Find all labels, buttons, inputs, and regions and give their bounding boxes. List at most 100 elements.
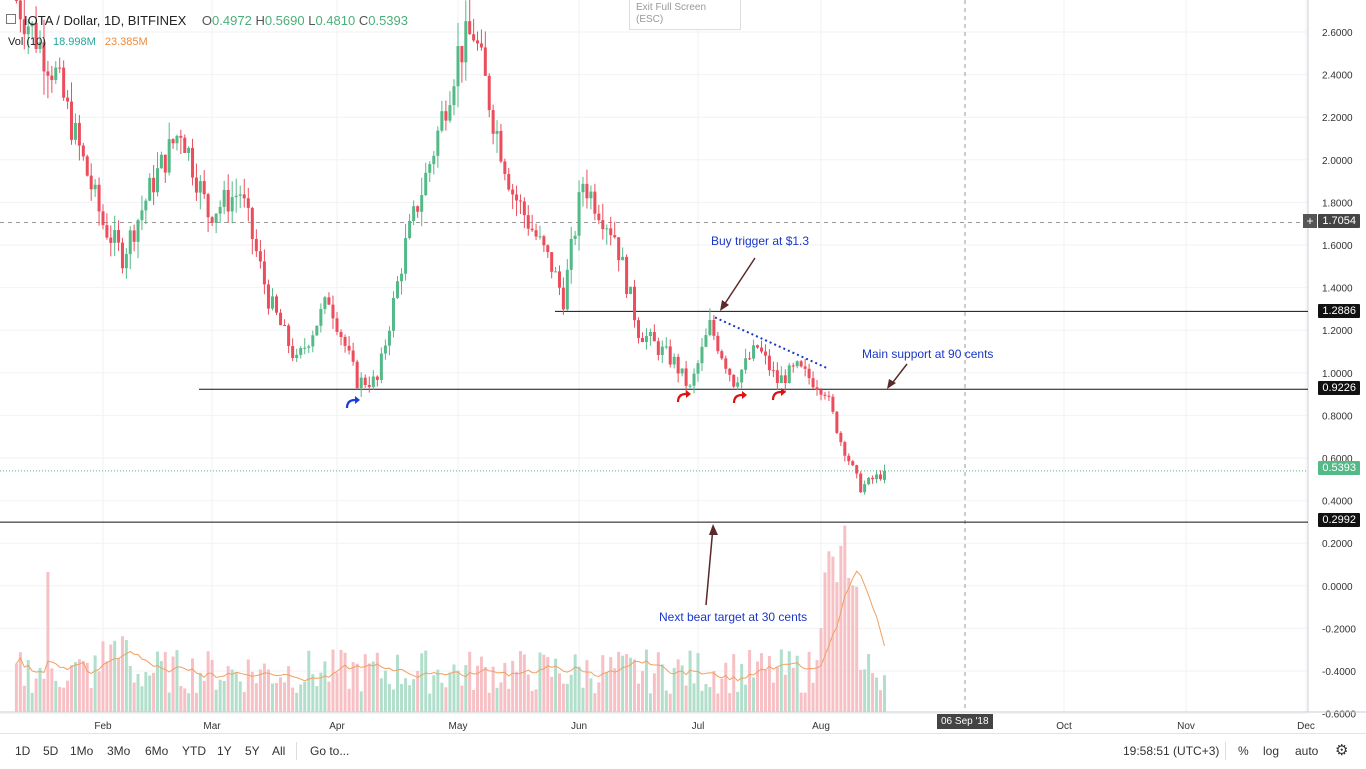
y-tick-label: -0.4000 [1322,667,1356,678]
candle-body [495,130,499,134]
candle-body [672,356,676,365]
volume-bar [34,678,38,712]
gear-icon[interactable]: ⚙ [1335,742,1349,759]
tf-5y[interactable]: 5Y [245,744,260,758]
volume-label[interactable]: Vol (10) [8,36,46,48]
pointer-arrow [771,390,782,401]
volume-bar [652,673,656,712]
percent-toggle[interactable]: % [1238,744,1249,758]
candle-body [379,353,383,380]
volume-bar [491,666,495,712]
goto-button[interactable]: Go to... [310,744,350,758]
volume-bar [339,649,343,712]
candle-body [120,242,124,269]
price-tag-1705: 1.7054 [1318,214,1360,228]
candle-body [460,46,464,63]
tf-3mo[interactable]: 3Mo [107,744,131,758]
volume-bar [577,666,581,712]
tf-1d[interactable]: 1D [15,744,31,758]
volume-bar [50,668,54,712]
log-toggle[interactable]: log [1263,744,1280,758]
candle-body [756,345,760,348]
candle-body [351,350,355,362]
candle-body [550,252,554,272]
volume-bar [148,675,152,712]
collapse-icon[interactable] [6,14,16,24]
tf-1y[interactable]: 1Y [217,744,232,758]
candle-body [214,213,218,223]
volume-bar [716,693,720,712]
tf-ytd[interactable]: YTD [182,744,206,758]
plus-icon[interactable]: + [1303,214,1317,228]
volume-bar [748,649,752,712]
candle-body [226,189,230,212]
x-tick-label: Apr [329,721,345,732]
x-tick-label: May [449,721,468,732]
volume-bar [676,659,680,712]
volume-bar [179,686,183,712]
volume-bar [847,577,851,712]
y-tick-label: 1.8000 [1322,198,1353,209]
volume-bar [319,672,323,712]
candle-body [511,189,515,195]
candle-body [468,21,472,35]
volume-bar [704,684,708,712]
candle-body [557,271,561,288]
tf-5d[interactable]: 5D [43,744,59,758]
volume-bar [420,653,424,712]
exit-fullscreen-button[interactable]: Exit Full Screen (ESC) [629,0,741,30]
tf-6mo[interactable]: 6Mo [145,744,169,758]
candle-body [432,155,436,165]
volume-bar [371,661,375,712]
volume-bar [266,669,270,712]
candle-body [73,122,77,140]
candle-body [408,220,412,239]
candle-body [491,110,495,134]
candle-body [250,207,254,240]
auto-toggle[interactable]: auto [1295,744,1319,758]
volume-bar [863,669,867,712]
volume-bar [803,692,807,712]
volume-bar [787,651,791,712]
volume-bar [202,680,206,712]
candle-body [383,345,387,354]
buy-trigger-arrow [721,257,756,309]
candle-body [688,385,692,387]
candle-body [839,432,843,443]
candle-body [270,296,274,309]
candle-body [101,211,105,226]
price-tag-0922: 0.9226 [1318,381,1360,395]
volume-bar [799,692,803,712]
volume-bar [359,691,363,712]
volume-bar [656,652,660,712]
tf-all[interactable]: All [272,744,286,758]
volume-bar [367,663,371,712]
volume-bar [391,689,395,712]
volume-bar [283,682,287,712]
volume-bar [400,683,404,712]
clock[interactable]: 19:58:51 (UTC+3) [1123,744,1220,758]
volume-bar [767,656,771,712]
volume-bar [226,666,230,712]
candle-body [609,228,613,236]
chart-canvas[interactable]: 2.6000 2.4000 2.2000 2.0000 1.8000 1.6000 1.40… [0,0,1366,733]
volume-bar [295,692,299,712]
y-tick-label: 2.4000 [1322,71,1353,82]
volume-bar [664,690,668,712]
volume-bar [759,653,763,712]
tf-1mo[interactable]: 1Mo [70,744,94,758]
candle-body [202,181,206,195]
candle-body [136,220,140,242]
volume-bar [538,652,542,712]
volume-bar [279,677,283,712]
volume-bar [335,672,339,712]
volume-bar [522,654,526,712]
volume-bar [140,686,144,712]
y-tick-label: 0.8000 [1322,411,1353,422]
candle-body [569,238,573,270]
volume-bar [30,692,34,712]
volume-bar [660,664,664,712]
symbol-title[interactable]: IOTA / Dollar, 1D, BITFINEX [24,13,187,28]
trendline-dotted [714,316,829,370]
candle-body [676,356,680,374]
